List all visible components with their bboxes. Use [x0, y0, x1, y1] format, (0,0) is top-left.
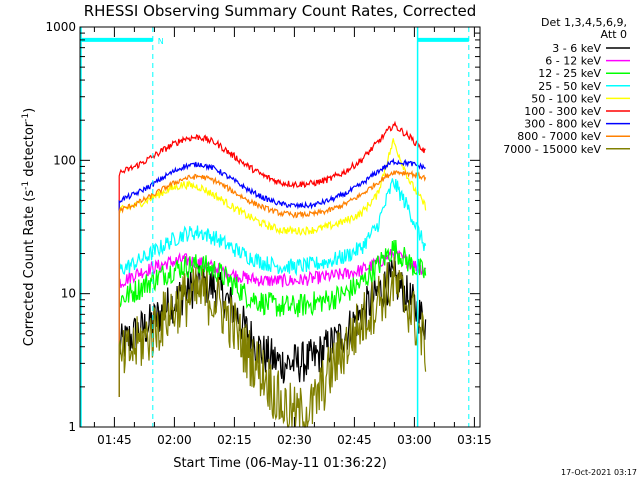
date-stamp: 17-Oct-2021 03:17	[561, 468, 637, 477]
y-axis-label-end: )	[22, 108, 37, 113]
x-tick-label: 03:00	[397, 433, 432, 447]
legend-label: 300 - 800 keV	[524, 118, 601, 131]
series-line	[118, 248, 427, 397]
legend-label: 3 - 6 keV	[552, 42, 601, 55]
legend-label: 12 - 25 keV	[538, 67, 601, 80]
x-axis-label: Start Time (06-May-11 01:36:22)	[173, 456, 387, 471]
legend-label: 800 - 7000 keV	[517, 130, 601, 143]
plot-frame	[79, 26, 481, 428]
x-tick-label: 02:00	[157, 433, 192, 447]
x-tick-label: 02:45	[337, 433, 372, 447]
x-tick-label: 02:30	[277, 433, 312, 447]
legend-label: 25 - 50 keV	[538, 80, 601, 93]
legend-header-detectors: Det 1,3,4,5,6,9,	[541, 16, 627, 29]
series-line	[118, 120, 426, 397]
x-tick-label: 01:45	[97, 433, 132, 447]
x-tick-label: 03:15	[457, 433, 492, 447]
legend-label: 7000 - 15000 keV	[503, 143, 601, 156]
y-tick-label: 100	[53, 153, 76, 167]
series-line	[118, 169, 427, 397]
y-axis-label-main: Corrected Count Rate (s	[22, 190, 37, 347]
plot-area: N	[79, 26, 481, 428]
chart-title: RHESSI Observing Summary Count Rates, Co…	[84, 2, 477, 20]
attenuator-markers: N	[80, 27, 470, 427]
legend-label: 6 - 12 keV	[545, 55, 601, 68]
y-tick-label: 1000	[45, 20, 76, 34]
legend-label: 50 - 100 keV	[531, 92, 601, 105]
y-tick-label: 1	[68, 420, 76, 434]
y-tick-label: 10	[61, 287, 76, 301]
x-tick-label: 02:15	[217, 433, 252, 447]
y-axis: 1 10 100 1000	[45, 20, 480, 434]
series-line	[118, 239, 427, 397]
y-axis-label-sup2: -1	[21, 113, 31, 122]
series-line	[118, 256, 427, 428]
attenuator-label: N	[158, 37, 164, 46]
series-layer	[118, 120, 427, 428]
x-axis: 01:45 02:00 02:15 02:30 02:45 03:00 03:15	[93, 27, 492, 447]
y-axis-label-sup1: -1	[21, 181, 31, 190]
legend-label: 100 - 300 keV	[524, 105, 601, 118]
series-line	[118, 138, 427, 397]
series-line	[118, 178, 427, 397]
y-axis-label: Corrected Count Rate (s-1 detector-1)	[21, 108, 37, 346]
legend-header-attenuator: Att 0	[601, 28, 627, 41]
y-axis-label-mid: detector	[22, 121, 37, 181]
series-line	[118, 157, 426, 397]
